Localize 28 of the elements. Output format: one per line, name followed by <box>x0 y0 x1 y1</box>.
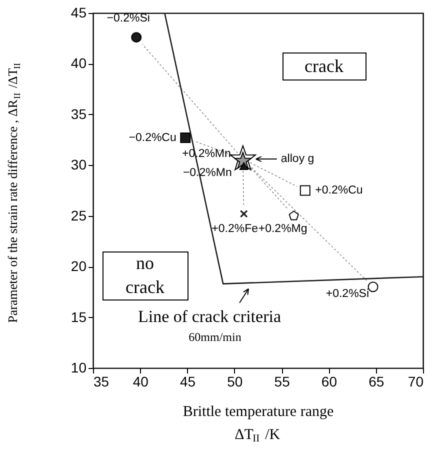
y-tick-label: 15 <box>70 308 87 325</box>
y-tick-label: 40 <box>70 55 87 72</box>
y-axis-title: Parameter of the strain rate difference , ΔRII/ΔTII <box>5 63 22 323</box>
x-tick-label: 50 <box>227 374 243 390</box>
series-label: +0.2%Cu <box>315 184 363 196</box>
y-tick-label: 10 <box>70 360 87 376</box>
series-label: +0.2%Mg <box>258 222 308 235</box>
annotation: 60mm/min <box>188 330 242 344</box>
series-label: −0.2%Cu <box>128 132 176 144</box>
x-tick-label: 55 <box>274 374 290 390</box>
y-tick-label: 20 <box>70 258 87 274</box>
annotation: Line of crack criteria <box>138 306 282 326</box>
x-tick-label: 35 <box>94 374 110 390</box>
x-tick-label: 65 <box>368 374 384 390</box>
x-tick-label: 45 <box>180 374 196 390</box>
series-label: +0.2%Si <box>326 288 370 300</box>
x-tick-label: 60 <box>321 374 338 390</box>
x-tick-label: 70 <box>408 374 424 390</box>
annotation: no crack <box>126 253 164 297</box>
y-tick-label: 25 <box>70 207 87 224</box>
text: alloy g <box>280 153 314 166</box>
series-label: −0.2%Si <box>106 12 150 24</box>
series-label: +0.2%Fe <box>212 222 258 235</box>
annotation: crack <box>304 56 344 76</box>
x-tick-label: 40 <box>132 374 149 390</box>
y-tick-label: 30 <box>70 156 87 173</box>
y-tick-label: 35 <box>70 106 87 122</box>
y-tick-label: 45 <box>70 4 87 20</box>
